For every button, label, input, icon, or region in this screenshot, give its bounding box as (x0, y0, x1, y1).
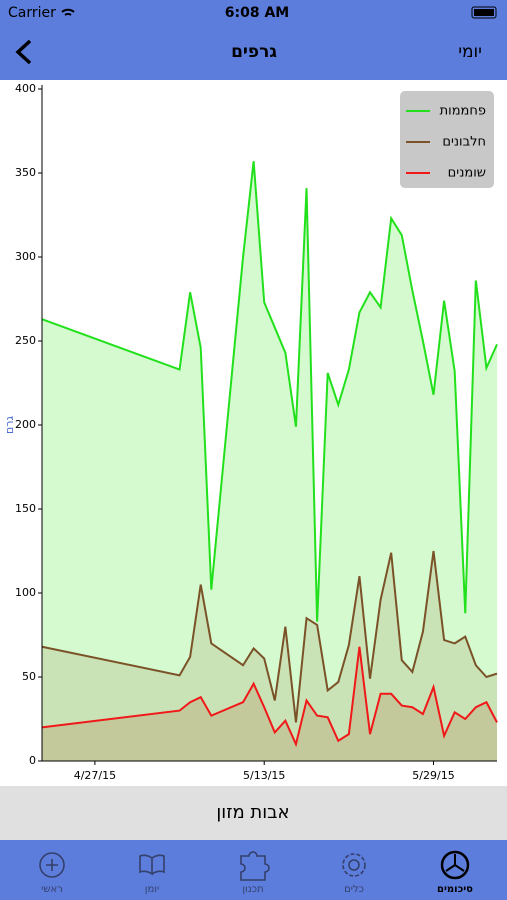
y-tick-label: 400 (15, 82, 36, 95)
tab-icons (39, 851, 366, 881)
carrier: Carrier (8, 5, 56, 21)
series-line (41, 646, 498, 748)
tab-bar (0, 840, 507, 900)
tab-label[interactable]: כלים (344, 884, 364, 895)
tab-label[interactable]: יומן (145, 884, 159, 895)
legend-label: שומנים (448, 166, 486, 181)
battery (471, 6, 497, 19)
y-tick-label: 350 (15, 166, 36, 179)
nutrients-button-bg[interactable] (0, 786, 507, 840)
legend-label: חלבונים (442, 135, 486, 150)
nav-title: גרפים (231, 42, 277, 62)
y-axis-title: גרם (3, 416, 16, 435)
x-tick-label: 5/29/15 (412, 769, 454, 782)
tab-label[interactable]: ראשי (41, 884, 63, 895)
summary-icon[interactable] (440, 850, 470, 880)
tab-label[interactable]: סיכומים (437, 884, 473, 895)
diary-icon[interactable] (139, 854, 165, 876)
y-tick-label: 200 (15, 418, 36, 431)
tools-icon[interactable] (342, 853, 366, 877)
home-icon[interactable] (39, 852, 65, 878)
series-line (41, 161, 498, 622)
battery-level (474, 9, 494, 16)
area-fill (42, 161, 497, 762)
legend-box (400, 91, 494, 188)
y-tick-label: 0 (29, 754, 36, 767)
header-bg (0, 0, 507, 80)
plan-icon[interactable] (240, 851, 270, 881)
home-icon-plus (46, 859, 58, 871)
back-button[interactable] (15, 39, 32, 65)
summary-icon-hands (445, 854, 465, 872)
tools-icon-center (348, 859, 360, 871)
legend-label: פחממות (440, 104, 486, 119)
x-tick-label: 4/27/15 (74, 769, 116, 782)
daily-button[interactable]: יומי (458, 42, 482, 62)
area-fill (42, 646, 497, 761)
tab-labels: ראשי יומן תכנון כלים סיכומים (41, 884, 473, 895)
y-tick-label: 100 (15, 586, 36, 599)
y-tick-label: 250 (15, 334, 36, 347)
series-line (41, 550, 498, 723)
y-tick-label: 150 (15, 502, 36, 515)
clock: 6:08 AM (225, 5, 289, 21)
tab-label[interactable]: תכנון (242, 884, 263, 895)
chart: 0 50 100 150 200 250 300 350 400 4/27/15 5/13/15 5/… (3, 82, 498, 782)
wifi-icon (61, 8, 75, 16)
nutrients-button[interactable]: אבות מזון (216, 802, 289, 823)
y-tick-label: 300 (15, 250, 36, 263)
x-tick-label: 5/13/15 (243, 769, 285, 782)
y-tick-label: 50 (22, 670, 36, 683)
area-fill (42, 551, 497, 761)
